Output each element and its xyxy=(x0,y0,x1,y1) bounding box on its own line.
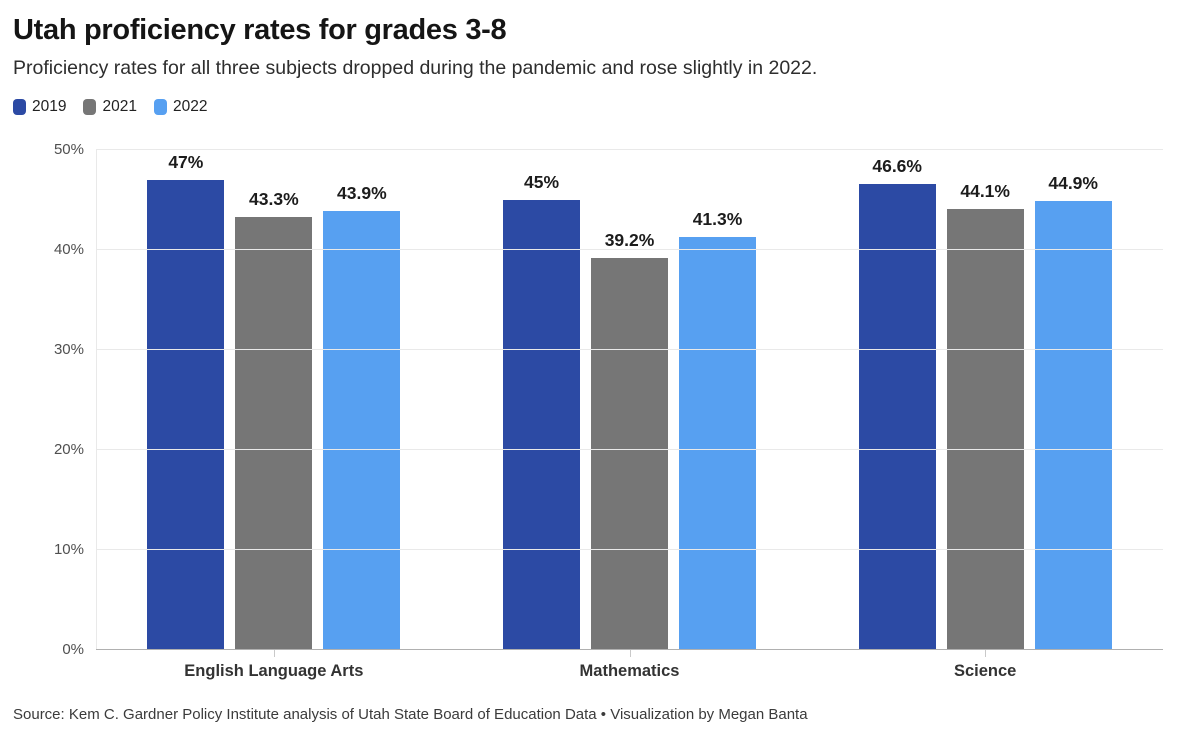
bar-2021: 39.2% xyxy=(591,230,668,650)
gridline xyxy=(96,549,1163,550)
bar-2019: 46.6% xyxy=(858,156,936,650)
y-axis-label: 40% xyxy=(53,241,84,258)
bar-2021: 43.3% xyxy=(235,189,313,650)
y-axis-line xyxy=(96,150,97,650)
bar-value-label: 43.9% xyxy=(337,183,387,203)
gridline xyxy=(96,249,1163,250)
bar-value-label: 45% xyxy=(523,172,560,192)
bar-value-label: 41.3% xyxy=(692,209,743,229)
bar-groups: 47% 43.3% 43.9% English Language Arts 45% 39.… xyxy=(96,150,1163,680)
x-axis-tick xyxy=(985,650,987,657)
legend-swatch-2019 xyxy=(13,99,26,115)
bar-2022: 43.9% xyxy=(323,183,401,650)
legend-swatch-2022 xyxy=(153,99,167,115)
gridline xyxy=(96,349,1163,350)
gridline xyxy=(96,449,1163,450)
bar-group: 45% 39.2% 41.3% Mathematics xyxy=(452,150,808,680)
bar-value-label: 46.6% xyxy=(872,156,922,176)
legend-swatch-2021 xyxy=(83,99,97,115)
bar-group: 46.6% 44.1% 44.9% Science xyxy=(807,150,1163,680)
category-label: Mathematics xyxy=(579,662,680,680)
bar-value-label: 47% xyxy=(168,152,204,172)
legend-item-2019: 2019 xyxy=(13,98,66,116)
bar-chart: 47% 43.3% 43.9% English Language Arts 45% 39.… xyxy=(13,141,1188,690)
y-axis-label: 50% xyxy=(53,141,84,158)
bar-value-label: 39.2% xyxy=(604,230,655,250)
bar-value-label: 44.9% xyxy=(1048,173,1098,193)
legend: 2019 2021 2022 xyxy=(13,98,1188,116)
chart-subtitle: Proficiency rates for all three subjects… xyxy=(13,57,818,79)
x-axis-tick xyxy=(629,650,631,657)
bar-group: 47% 43.3% 43.9% English Language Arts xyxy=(96,150,452,680)
legend-label-2021: 2021 xyxy=(102,98,137,115)
legend-item-2022: 2022 xyxy=(153,98,208,116)
bar-2022: 44.9% xyxy=(1034,173,1112,650)
legend-item-2021: 2021 xyxy=(83,98,137,116)
bar-2019: 45% xyxy=(503,172,580,650)
plot-area: 47% 43.3% 43.9% English Language Arts 45% 39.… xyxy=(96,149,1163,680)
bar-value-label: 44.1% xyxy=(960,181,1010,201)
source-note: Source: Kem C. Gardner Policy Institute … xyxy=(13,706,808,723)
x-axis-tick xyxy=(273,650,275,657)
y-axis-label: 20% xyxy=(53,441,84,458)
legend-label-2022: 2022 xyxy=(172,98,208,115)
bar-2019: 47% xyxy=(147,152,225,650)
bar-2021: 44.1% xyxy=(946,181,1024,650)
bar-value-label: 43.3% xyxy=(249,189,299,209)
gridline xyxy=(96,649,1163,650)
gridline xyxy=(96,149,1163,150)
bar-2022: 41.3% xyxy=(679,209,756,650)
category-label: Science xyxy=(953,662,1017,680)
y-axis-label: 30% xyxy=(53,341,84,358)
y-axis-label: 10% xyxy=(53,541,84,558)
chart-title: Utah proficiency rates for grades 3-8 xyxy=(13,14,507,46)
category-label: English Language Arts xyxy=(184,662,364,680)
y-axis-label: 0% xyxy=(62,641,84,658)
legend-label-2019: 2019 xyxy=(32,98,67,115)
